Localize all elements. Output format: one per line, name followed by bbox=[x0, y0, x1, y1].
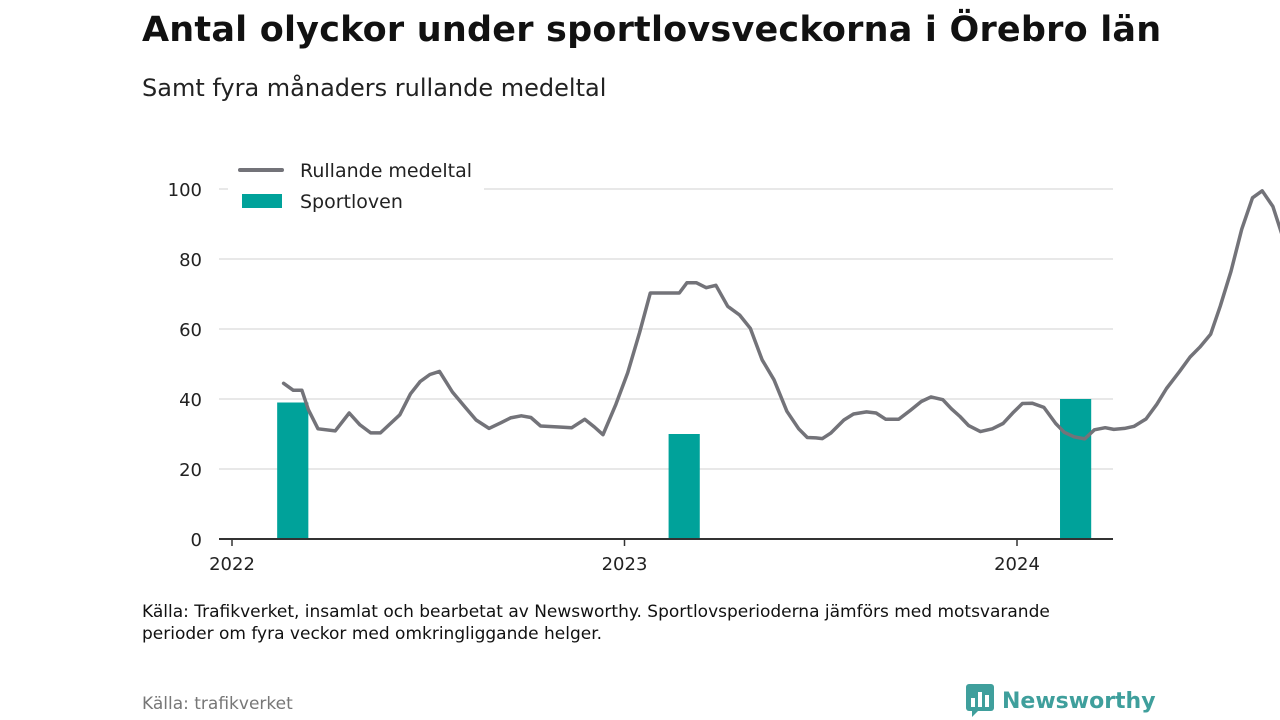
chart-subtitle: Samt fyra månaders rullande medeltal bbox=[142, 74, 607, 102]
accidents-chart: 0 20 40 60 80 100 2022 2023 2024 Rullande medelt… bbox=[167, 156, 1280, 575]
legend: Rullande medeltal Sportloven bbox=[228, 156, 484, 216]
sportlov-bar bbox=[668, 434, 700, 539]
legend-label-line: Rullande medeltal bbox=[300, 160, 472, 182]
x-tick-label: 2023 bbox=[602, 554, 648, 575]
y-tick-label: 0 bbox=[191, 530, 202, 551]
x-tick-label: 2022 bbox=[209, 554, 255, 575]
y-tick-label: 40 bbox=[179, 390, 202, 411]
sportlov-bar bbox=[1060, 399, 1092, 539]
legend-bar-swatch bbox=[242, 194, 282, 208]
y-tick-label: 100 bbox=[168, 180, 202, 201]
x-tick-label: 2024 bbox=[994, 554, 1040, 575]
rolling-average-line bbox=[281, 189, 1280, 441]
y-tick-label: 80 bbox=[179, 250, 202, 271]
axis-layer: 0 20 40 60 80 100 2022 2023 2024 bbox=[168, 180, 1113, 575]
brand-name: Newsworthy bbox=[1002, 688, 1156, 714]
legend-label-bars: Sportloven bbox=[300, 191, 403, 213]
newsworthy-logo-icon bbox=[966, 684, 994, 717]
sportlov-bar bbox=[277, 402, 309, 539]
y-tick-label: 20 bbox=[179, 460, 202, 481]
bar-layer bbox=[277, 399, 1092, 539]
y-tick-label: 60 bbox=[179, 320, 202, 341]
chart-caption: Källa: Trafikverket, insamlat och bearbe… bbox=[142, 602, 1050, 644]
source-note: Källa: trafikverket bbox=[142, 694, 293, 714]
chart-title: Antal olyckor under sportlovsveckorna i … bbox=[142, 10, 1162, 50]
line-layer bbox=[281, 189, 1280, 441]
brand-logo: Newsworthy bbox=[966, 684, 1156, 718]
grid-layer bbox=[219, 188, 1113, 470]
